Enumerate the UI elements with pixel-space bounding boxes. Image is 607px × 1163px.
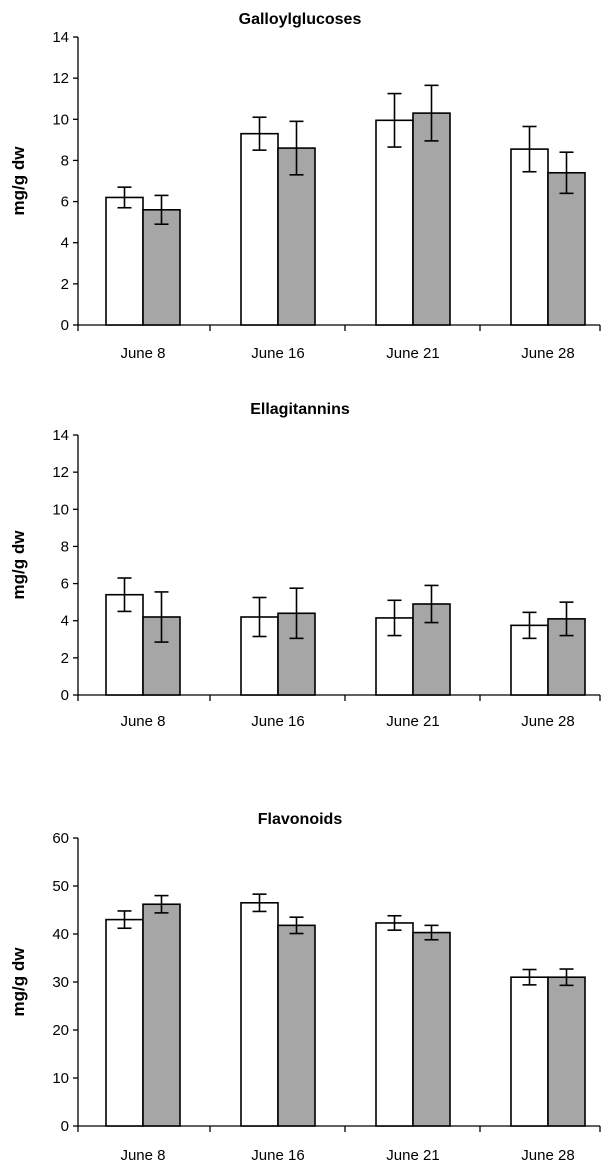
y-axis-label: mg/g dw bbox=[9, 530, 28, 600]
y-tick-label: 0 bbox=[61, 687, 69, 704]
bar-series-2-2 bbox=[277, 924, 316, 1127]
bar-series-2-4 bbox=[547, 976, 586, 1127]
y-tick-label: 6 bbox=[61, 576, 69, 593]
y-tick-label: 10 bbox=[52, 111, 69, 128]
y-tick-label: 40 bbox=[52, 926, 69, 943]
chart-title: Flavonoids bbox=[258, 811, 343, 828]
chart-title: Ellagitannins bbox=[250, 401, 350, 418]
y-tick-label: 10 bbox=[52, 501, 69, 518]
y-axis-label: mg/g dw bbox=[9, 146, 28, 216]
x-category-label: June 28 bbox=[521, 713, 574, 730]
chart-panel-3: Flavonoids mg/g dw 0 10 20 30 40 50 60 June 8 June… bbox=[9, 811, 601, 1163]
x-category-label: June 8 bbox=[120, 713, 165, 730]
bar-series-2-3 bbox=[412, 931, 451, 1127]
bar-series-1-4 bbox=[510, 976, 549, 1127]
x-category-label: June 21 bbox=[386, 713, 439, 730]
bar-series-1-2 bbox=[240, 132, 279, 326]
bar-series-1-3 bbox=[375, 922, 414, 1127]
y-tick-label: 2 bbox=[61, 650, 69, 667]
y-tick-label: 6 bbox=[61, 194, 69, 211]
y-tick-label: 8 bbox=[61, 152, 69, 169]
bar-series-1-3 bbox=[375, 119, 414, 326]
x-category-label: June 8 bbox=[120, 345, 165, 362]
bar-series-1-1 bbox=[105, 196, 144, 326]
bar-series-1-4 bbox=[510, 148, 549, 326]
chart-title: Galloylglucoses bbox=[239, 11, 362, 28]
bar-series-2-2 bbox=[277, 147, 316, 326]
bar-series-2-4 bbox=[547, 171, 586, 326]
y-tick-label: 12 bbox=[52, 70, 69, 87]
x-category-label: June 28 bbox=[521, 1147, 574, 1163]
x-category-label: June 16 bbox=[251, 1147, 304, 1163]
y-tick-label: 0 bbox=[61, 317, 69, 334]
chart-panel-2: Ellagitannins mg/g dw 0 2 4 6 8 10 12 14 June 8 Jun… bbox=[9, 401, 601, 730]
y-tick-label: 4 bbox=[61, 613, 69, 630]
x-category-label: June 28 bbox=[521, 345, 574, 362]
y-tick-label: 4 bbox=[61, 235, 69, 252]
x-category-label: June 8 bbox=[120, 1147, 165, 1163]
x-category-label: June 16 bbox=[251, 345, 304, 362]
bar-series-2-1 bbox=[142, 209, 181, 326]
bar-series-1-2 bbox=[240, 901, 279, 1127]
y-tick-label: 20 bbox=[52, 1022, 69, 1039]
y-tick-label: 0 bbox=[61, 1118, 69, 1135]
bar-series-2-1 bbox=[142, 903, 181, 1127]
y-tick-label: 14 bbox=[52, 29, 69, 46]
y-tick-label: 12 bbox=[52, 464, 69, 481]
y-tick-label: 60 bbox=[52, 830, 69, 847]
x-category-label: June 16 bbox=[251, 713, 304, 730]
y-tick-label: 50 bbox=[52, 878, 69, 895]
y-tick-label: 14 bbox=[52, 427, 69, 444]
y-tick-label: 2 bbox=[61, 276, 69, 293]
y-tick-label: 10 bbox=[52, 1070, 69, 1087]
chart-panel-1: Galloylglucoses mg/g dw 0 2 4 6 8 10 12 14 June 8 J… bbox=[9, 11, 601, 362]
y-tick-label: 30 bbox=[52, 974, 69, 991]
y-axis-label: mg/g dw bbox=[9, 947, 28, 1017]
x-category-label: June 21 bbox=[386, 1147, 439, 1163]
y-tick-label: 8 bbox=[61, 538, 69, 555]
bar-series-1-1 bbox=[105, 918, 144, 1127]
x-category-label: June 21 bbox=[386, 345, 439, 362]
bar-series-2-3 bbox=[412, 112, 451, 326]
